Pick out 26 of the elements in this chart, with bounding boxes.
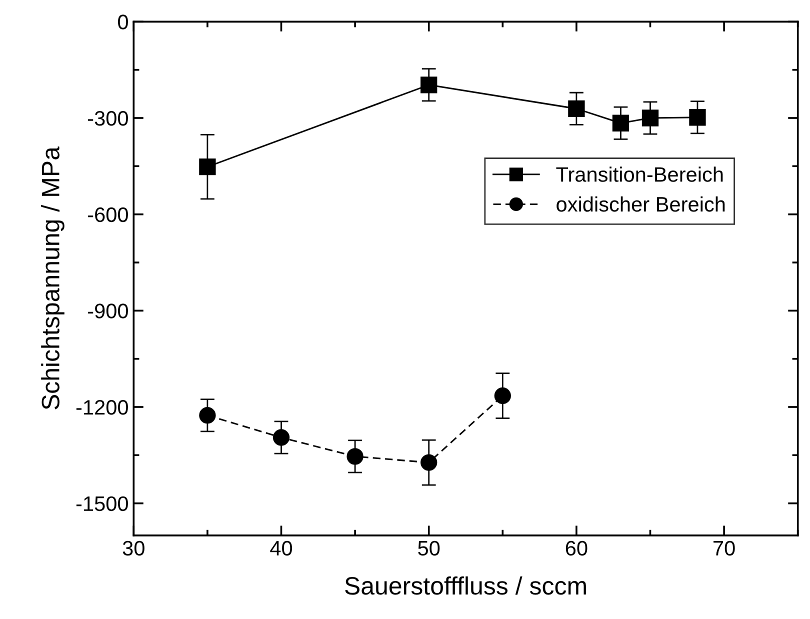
point	[494, 387, 511, 404]
y-axis-title: Schichtspannung / MPa	[41, 146, 64, 410]
y-tick-label: -1500	[76, 496, 128, 512]
point	[689, 109, 706, 126]
point	[199, 407, 216, 424]
x-tick-label: 30	[122, 540, 144, 556]
y-tick-label: -900	[88, 304, 128, 318]
legend-label: oxidischer Bereich	[556, 196, 725, 212]
point	[199, 158, 216, 176]
x-tick-label: 60	[566, 540, 588, 556]
y-tick-label: -1200	[76, 400, 128, 415]
y-tick-label: -300	[88, 111, 128, 126]
x-tick-label: 70	[714, 540, 735, 556]
x-tick-label: 50	[418, 540, 440, 556]
point	[642, 110, 659, 126]
y-tick-label: 0	[118, 14, 128, 30]
y-tick-label: -600	[88, 207, 128, 222]
x-axis-title: Sauerstofffluss / sccm	[345, 576, 586, 595]
point	[420, 454, 438, 471]
point	[272, 429, 290, 446]
legend-label: Transition-Bereich	[556, 166, 723, 182]
point	[346, 448, 364, 465]
point	[420, 76, 438, 94]
x-tick-label: 40	[270, 540, 292, 556]
point	[568, 100, 585, 118]
point	[612, 114, 630, 132]
